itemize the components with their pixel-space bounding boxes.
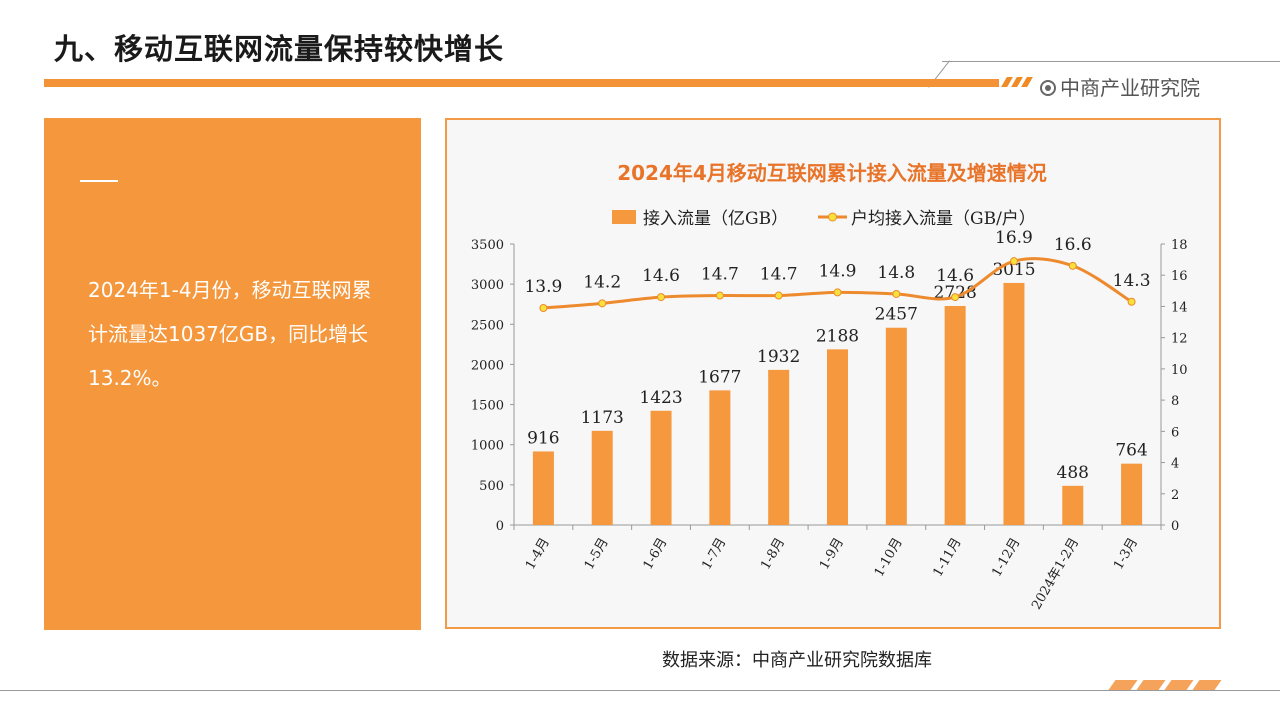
y-left-tick-label: 2000 [471, 358, 504, 373]
bar [709, 390, 731, 525]
bar-value-label: 1173 [581, 408, 624, 428]
bar [1003, 282, 1025, 525]
bar [885, 327, 907, 525]
bar-value-label: 2188 [816, 326, 859, 346]
line-value-label: 16.6 [1054, 235, 1092, 255]
y-right-tick-label: 18 [1171, 238, 1188, 253]
y-right-tick-label: 6 [1171, 425, 1179, 440]
line-series: 13.9 14.2 14.6 14.7 14.7 14.9 14.8 14.6 16.9 16.6… [524, 228, 1151, 313]
x-tick-label: 1-3月 [1111, 536, 1141, 573]
header-divider-line [942, 61, 1280, 62]
bar [1121, 463, 1143, 525]
x-tick-label: 1-8月 [758, 536, 788, 573]
line-value-label: 14.6 [936, 266, 974, 286]
line-value-label: 14.8 [877, 263, 915, 283]
y-left-tick-label: 3500 [471, 238, 504, 253]
bar-value-label: 488 [1057, 463, 1089, 483]
x-tick-label: 1-10月 [872, 536, 906, 580]
y-left-tick-label: 500 [479, 479, 504, 494]
bar [1062, 485, 1084, 525]
bar [650, 410, 672, 525]
summary-text: 2024年1-4月份，移动互联网累计流量达1037亿GB，同比增长13.2%。 [88, 278, 372, 390]
line-point [774, 291, 783, 300]
bar-value-label: 1932 [757, 347, 800, 367]
bar-value-label: 1423 [639, 388, 682, 408]
y-right-tick-label: 12 [1171, 332, 1188, 347]
x-tick-label: 1-5月 [582, 536, 612, 573]
chart-title: 2024年4月移动互联网累计接入流量及增速情况 [617, 161, 1047, 185]
y-left-tick-label: 3000 [471, 278, 504, 293]
bar-value-label: 764 [1115, 441, 1147, 461]
combo-chart: 2024年4月移动互联网累计接入流量及增速情况 接入流量（亿GB） 户均接入流量… [471, 161, 1188, 613]
line-value-label: 14.3 [1113, 271, 1151, 291]
x-tick-label: 2024年1-2月 [1029, 536, 1082, 613]
bar [768, 369, 790, 525]
line-point [833, 288, 842, 297]
header-accent-bar [44, 79, 999, 87]
y-right-tick-label: 10 [1171, 363, 1188, 378]
line-point [598, 299, 607, 308]
x-tick-label: 1-12月 [989, 536, 1023, 580]
y-right-tick-label: 4 [1171, 457, 1179, 472]
line-point [1068, 261, 1077, 270]
data-source-note: 数据来源：中商产业研究院数据库 [662, 650, 932, 671]
bar [827, 349, 848, 525]
line-point [657, 293, 666, 302]
bar [591, 430, 613, 525]
y-right-tick-label: 14 [1171, 300, 1188, 315]
line-point [951, 293, 960, 302]
bar-value-label: 1677 [698, 367, 741, 387]
line-point [539, 304, 548, 313]
line-point [892, 289, 901, 298]
legend-bar-swatch [612, 210, 636, 224]
y-left-tick-label: 2500 [471, 318, 504, 333]
line-value-label: 14.2 [583, 272, 621, 292]
footer-divider [0, 690, 1280, 691]
chart-legend: 接入流量（亿GB） 户均接入流量（GB/户） [612, 209, 1036, 229]
line-value-label: 14.6 [642, 266, 680, 286]
line-point [1009, 257, 1018, 266]
x-axis-labels: 1-4月 1-5月 1-6月 1-7月 1-8月 1-9月 1-10月 1-11月 1-12月 2… [523, 536, 1141, 613]
bar [532, 451, 554, 525]
page-title: 九、移动互联网流量保持较快增长 [54, 32, 505, 66]
bar-series: 9161173142316771932218824572728301548876… [527, 260, 1148, 525]
x-tick-label: 1-4月 [523, 536, 553, 573]
line-point [715, 291, 724, 300]
legend-bar-label: 接入流量（亿GB） [643, 209, 788, 229]
line-value-label: 13.9 [524, 277, 562, 297]
bar-value-label: 916 [527, 428, 559, 448]
y-right-tick-label: 2 [1171, 488, 1179, 503]
brand-logo-icon [1040, 80, 1056, 96]
y-right-tick-label: 8 [1171, 394, 1179, 409]
x-tick-label: 1-7月 [699, 536, 729, 573]
y-left-tick-label: 1500 [471, 399, 504, 414]
x-tick-label: 1-9月 [817, 536, 847, 573]
x-tick-label: 1-6月 [641, 536, 671, 573]
chart-axes: 0 500 1000 1500 2000 2500 3000 3500 0 2 4 6 8 10 12 14 1… [471, 238, 1188, 534]
y-left-tick-label: 1000 [471, 439, 504, 454]
x-tick-label: 1-11月 [931, 536, 965, 580]
summary-panel: 2024年1-4月份，移动互联网累计流量达1037亿GB，同比增长13.2%。 [44, 118, 421, 630]
line-value-label: 14.7 [760, 265, 798, 285]
legend-line-marker [828, 212, 837, 222]
bar-value-label: 2457 [875, 305, 918, 325]
y-right-tick-label: 16 [1171, 269, 1188, 284]
chart-container: 2024年4月移动互联网累计接入流量及增速情况 接入流量（亿GB） 户均接入流量… [445, 118, 1221, 629]
brand-label: 中商产业研究院 [1040, 72, 1200, 101]
legend-line-label: 户均接入流量（GB/户） [851, 209, 1036, 229]
summary-dash [80, 180, 118, 182]
brand-name: 中商产业研究院 [1060, 76, 1200, 100]
line-value-label: 16.9 [995, 228, 1033, 248]
line-value-label: 14.9 [819, 261, 857, 281]
line-point [1127, 297, 1136, 306]
y-left-tick-label: 0 [496, 519, 504, 534]
bar [944, 305, 966, 525]
y-right-tick-label: 0 [1171, 519, 1179, 534]
line-value-label: 14.7 [701, 265, 739, 285]
